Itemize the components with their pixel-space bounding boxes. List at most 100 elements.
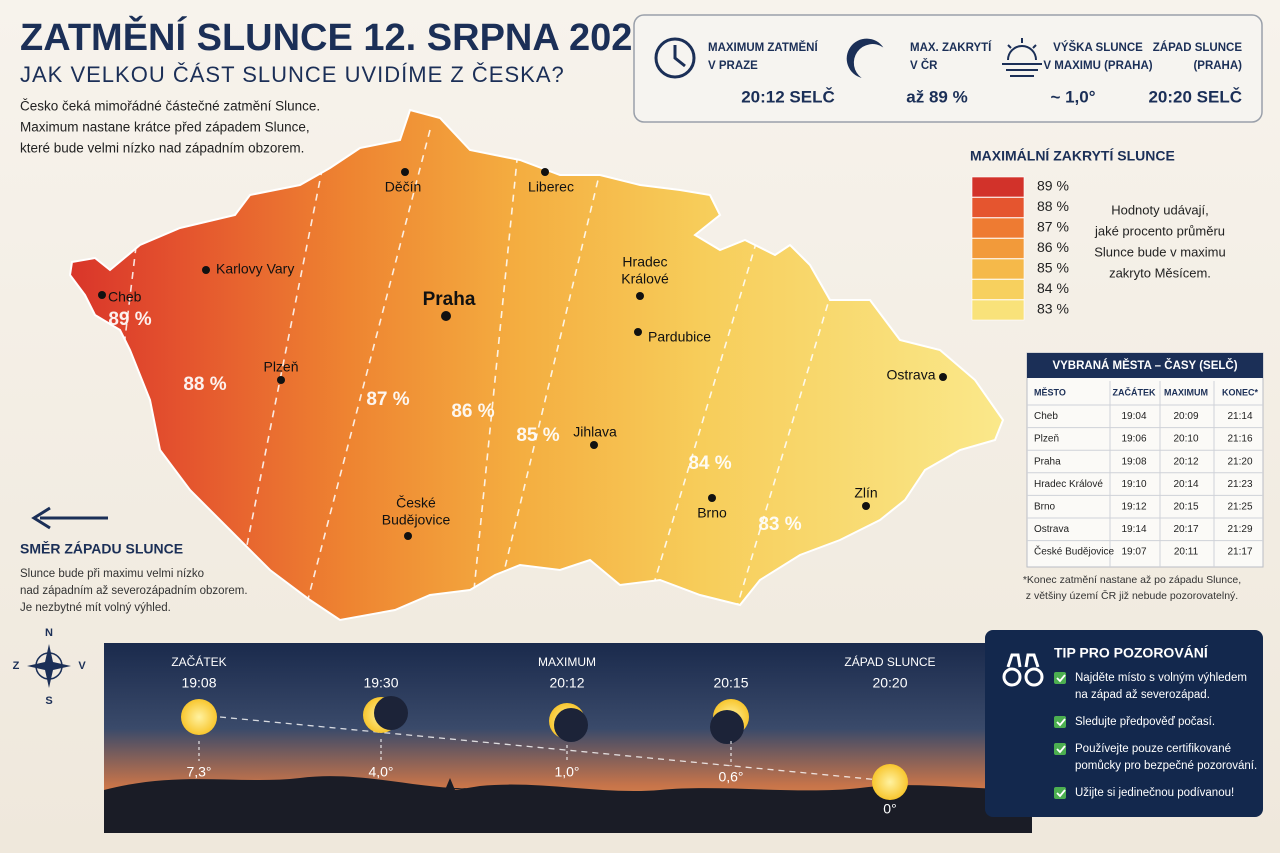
table-cell: 19:14 xyxy=(1121,524,1146,535)
direction-text: Slunce bude při maximu velmi nízko nad z… xyxy=(20,568,248,614)
tip-text: na západ až severozápad. xyxy=(1075,689,1210,701)
check-mark xyxy=(1056,674,1066,683)
compass-label: V xyxy=(78,660,86,672)
direction-line: Slunce bude při maximu velmi nízko xyxy=(20,568,204,580)
city-dot xyxy=(277,376,285,384)
map-labels: Děčín Liberec Karlovy Vary Cheb Praha HradecK… xyxy=(98,168,947,540)
table-cell: Plzeň xyxy=(1034,434,1059,445)
intro-line: Česko čeká mimořádné částečné zatmění Sl… xyxy=(20,99,320,114)
direction-line: Je nezbytné mít volný výhled. xyxy=(20,602,171,614)
city-dot xyxy=(862,502,870,510)
sun xyxy=(872,764,908,800)
city-label: Budějovice xyxy=(382,512,451,528)
table-cell: 20:14 xyxy=(1173,479,1198,490)
stage-label: ZAČÁTEK xyxy=(171,654,226,669)
city-label: Praha xyxy=(423,289,476,310)
legend-label: 83 % xyxy=(1037,301,1069,317)
compass-label: S xyxy=(45,695,52,707)
stage-label: ZÁPAD SLUNCE xyxy=(844,654,935,669)
table-cell: 19:07 xyxy=(1121,547,1146,558)
city-label: Liberec xyxy=(528,179,574,195)
legend-note: Hodnoty udávají, xyxy=(1111,202,1209,217)
compass-label: N xyxy=(45,627,53,639)
check-box xyxy=(1054,743,1066,755)
table-cell: 20:12 xyxy=(1173,456,1198,467)
moon xyxy=(374,696,408,730)
compass: N Z V S xyxy=(13,627,87,707)
city-label: Brno xyxy=(697,505,727,521)
legend-swatch xyxy=(971,238,1025,259)
info-label: VÝŠKA SLUNCE xyxy=(1053,41,1143,54)
info-label: MAXIMUM ZATMĚNÍ xyxy=(708,41,818,54)
check-mark xyxy=(1056,745,1066,754)
table-header: KONEC* xyxy=(1222,387,1259,397)
table-footnote: *Konec zatmění nastane až po západu Slun… xyxy=(1023,574,1241,586)
info-value: 20:12 SELČ xyxy=(741,87,835,106)
tip-text: Užijte si jedinečnou podívanou! xyxy=(1075,787,1234,799)
city-dot xyxy=(541,168,549,176)
stage-time: 20:12 xyxy=(549,675,584,691)
intro-line: které bude velmi nízko nad západním obzo… xyxy=(20,141,304,156)
city-dot xyxy=(708,494,716,502)
city-label: Zlín xyxy=(854,485,877,501)
city-label: Hradec xyxy=(622,254,667,270)
city-label: Jihlava xyxy=(573,424,617,440)
legend-swatch xyxy=(971,299,1025,321)
table-cell: 21:23 xyxy=(1227,479,1252,490)
legend-swatch xyxy=(971,176,1025,198)
legend-note: zakryto Měsícem. xyxy=(1109,265,1211,280)
table-title-bar xyxy=(1027,353,1263,378)
legend-label: 87 % xyxy=(1037,219,1069,235)
city-dot xyxy=(441,311,451,321)
table-cell: Hradec Králové xyxy=(1034,479,1103,490)
city-label: Ostrava xyxy=(886,367,935,383)
check-box xyxy=(1054,672,1066,684)
info-items: MAXIMUM ZATMĚNÍ V PRAZE 20:12 SELČ MAX. ZAK… xyxy=(708,41,1242,106)
info-value: až 89 % xyxy=(906,87,967,106)
check-mark xyxy=(1056,789,1066,798)
stage-time: 19:08 xyxy=(181,675,216,691)
table-cell: 21:14 xyxy=(1227,411,1252,422)
city-dot xyxy=(401,168,409,176)
info-label: MAX. ZAKRYTÍ xyxy=(910,41,992,54)
legend-swatch xyxy=(971,197,1025,218)
stage-altitude: 7,3° xyxy=(186,764,211,780)
moon-icon xyxy=(846,38,884,78)
landscape xyxy=(104,776,1032,833)
city-label: Králové xyxy=(621,271,669,287)
table-title: VYBRANÁ MĚSTA – ČASY (SELČ) xyxy=(1052,359,1237,372)
intro-line: Maximum nastane krátce před západem Slun… xyxy=(20,120,310,135)
tip-list: Najděte místo s volným výhledem na západ … xyxy=(1054,672,1257,799)
info-value: ~ 1,0° xyxy=(1050,87,1095,106)
horizon-icon xyxy=(1002,38,1042,77)
city-label: Děčín xyxy=(385,179,422,195)
info-value: 20:20 SELČ xyxy=(1148,87,1242,106)
table-cell: České Budějovice xyxy=(1034,545,1114,558)
legend-swatch xyxy=(971,279,1025,300)
city-table: VYBRANÁ MĚSTA – ČASY (SELČ) MĚSTO ZAČÁTEK M… xyxy=(1023,352,1264,602)
table-cell: 21:17 xyxy=(1227,547,1252,558)
city-label: Cheb xyxy=(108,289,142,305)
stage-label: MAXIMUM xyxy=(538,655,596,669)
table-cell: Praha xyxy=(1034,456,1061,467)
legend-note: Slunce bude v maximu xyxy=(1094,244,1226,259)
table-cell: 19:12 xyxy=(1121,502,1146,513)
table-cell: 19:08 xyxy=(1121,456,1146,467)
zone-label: 86 % xyxy=(451,401,494,422)
tip-text: Sledujte předpověď počasí. xyxy=(1075,716,1215,728)
moon xyxy=(710,710,744,744)
info-label: ZÁPAD SLUNCE xyxy=(1153,41,1243,54)
info-label: V PRAZE xyxy=(708,60,758,72)
binoculars-icon xyxy=(1002,653,1044,687)
stage-time: 19:30 xyxy=(363,675,398,691)
legend-swatch xyxy=(971,258,1025,280)
legend-label: 86 % xyxy=(1037,239,1069,255)
stage-altitude: 0° xyxy=(883,801,896,817)
tip-text: pomůcky pro bezpečné pozorování. xyxy=(1075,760,1257,772)
table-cell: 20:09 xyxy=(1173,411,1198,422)
legend-note: jaké procento průměru xyxy=(1094,223,1225,238)
table-cell: 20:10 xyxy=(1173,434,1198,445)
